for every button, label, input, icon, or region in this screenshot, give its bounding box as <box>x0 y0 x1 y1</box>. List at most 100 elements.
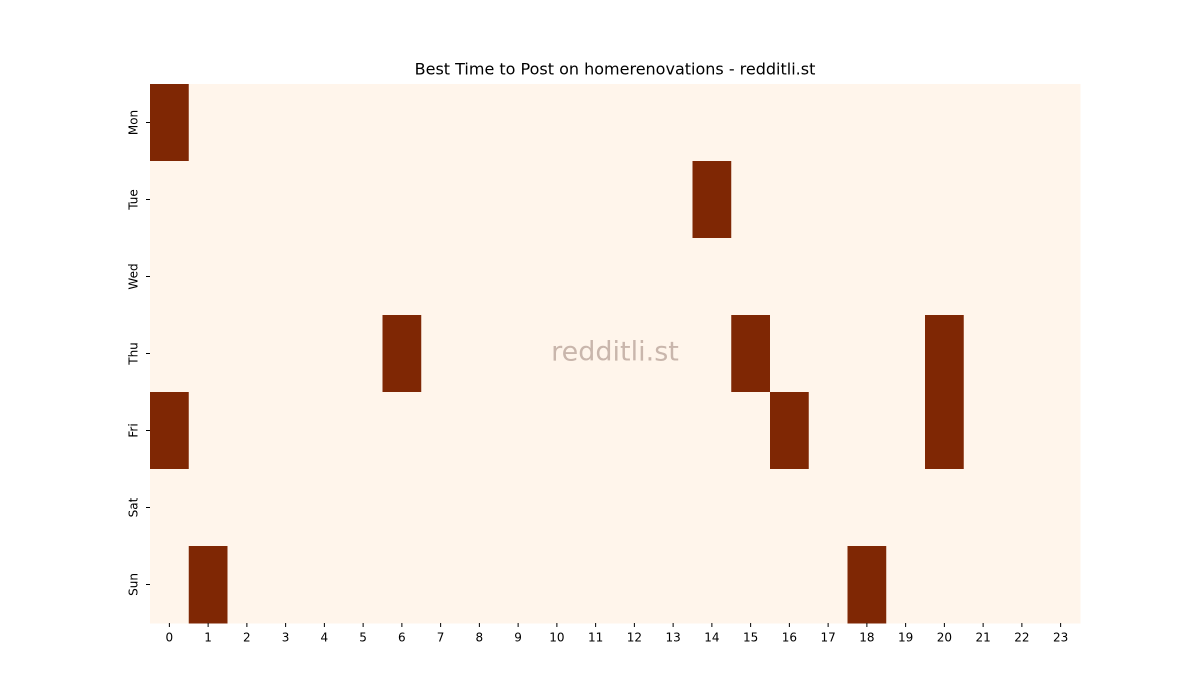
heatmap-cell <box>305 469 345 547</box>
x-tick-label: 1 <box>204 631 212 645</box>
heatmap-cell <box>460 546 500 624</box>
heatmap-cell <box>886 238 926 316</box>
heatmap-cell <box>343 161 383 239</box>
heatmap-cell <box>343 469 383 547</box>
heatmap-cell <box>1041 84 1081 162</box>
heatmap-cell <box>266 469 306 547</box>
heatmap-cell <box>847 315 887 393</box>
heatmap-cell <box>576 546 616 624</box>
heatmap-cell <box>808 546 848 624</box>
x-tick-label: 23 <box>1053 631 1068 645</box>
heatmap-cell <box>576 161 616 239</box>
x-tick-label: 20 <box>937 631 952 645</box>
x-tick-label: 4 <box>321 631 329 645</box>
x-tick-label: 11 <box>588 631 603 645</box>
x-tick-label: 8 <box>476 631 484 645</box>
heatmap-cell <box>653 315 693 393</box>
heatmap-cell <box>808 469 848 547</box>
heatmap-cell <box>1002 238 1042 316</box>
heatmap-cell <box>188 315 228 393</box>
heatmap-cell <box>576 84 616 162</box>
heatmap-cell <box>886 315 926 393</box>
heatmap-cell <box>498 84 538 162</box>
heatmap-cell <box>498 238 538 316</box>
heatmap-cell <box>188 238 228 316</box>
heatmap-cell <box>188 469 228 547</box>
heatmap-cell <box>227 315 267 393</box>
heatmap-cell <box>460 238 500 316</box>
heatmap-cell <box>886 84 926 162</box>
heatmap-cell <box>266 392 306 470</box>
heatmap-cell <box>963 238 1003 316</box>
y-tick-label: Thu <box>127 342 141 366</box>
heatmap-cell <box>692 161 732 239</box>
heatmap-cell <box>731 161 771 239</box>
heatmap-cell <box>615 392 655 470</box>
heatmap-cell <box>150 161 190 239</box>
heatmap-cell <box>537 84 577 162</box>
heatmap-cell <box>537 315 577 393</box>
heatmap-cell <box>808 315 848 393</box>
y-tick-label: Tue <box>127 189 141 211</box>
heatmap-cell <box>1002 161 1042 239</box>
heatmap-cell <box>537 238 577 316</box>
heatmap-cell <box>808 161 848 239</box>
heatmap-cell <box>537 546 577 624</box>
heatmap-cell <box>615 546 655 624</box>
heatmap-cell <box>886 546 926 624</box>
x-tick-label: 21 <box>975 631 990 645</box>
x-tick-label: 12 <box>627 631 642 645</box>
heatmap-cell <box>343 315 383 393</box>
chart-title: Best Time to Post on homerenovations - r… <box>415 60 816 79</box>
heatmap-cell <box>925 392 965 470</box>
heatmap-cell <box>653 84 693 162</box>
heatmap-cell <box>808 238 848 316</box>
heatmap-cell <box>498 161 538 239</box>
heatmap-cell <box>847 161 887 239</box>
heatmap-cell <box>1002 546 1042 624</box>
heatmap-cell <box>615 315 655 393</box>
heatmap-cell <box>847 84 887 162</box>
heatmap-cell <box>382 546 422 624</box>
x-tick-label: 15 <box>743 631 758 645</box>
heatmap-cell <box>343 392 383 470</box>
y-tick-label: Wed <box>127 263 141 289</box>
heatmap-cell <box>266 84 306 162</box>
y-tick-label: Sat <box>127 497 141 517</box>
heatmap-cell <box>421 161 461 239</box>
heatmap-cell <box>382 315 422 393</box>
heatmap-cell <box>770 161 810 239</box>
heatmap-cell <box>692 84 732 162</box>
heatmap-cell <box>150 546 190 624</box>
heatmap-cell <box>731 238 771 316</box>
heatmap-cell <box>227 238 267 316</box>
heatmap-cell <box>150 392 190 470</box>
heatmap-cell <box>731 84 771 162</box>
heatmap-cell <box>1041 161 1081 239</box>
heatmap-cell <box>343 84 383 162</box>
heatmap-cell <box>886 392 926 470</box>
heatmap-cell <box>266 161 306 239</box>
heatmap-cell <box>886 161 926 239</box>
heatmap-cell <box>925 546 965 624</box>
heatmap-cell <box>653 161 693 239</box>
heatmap-cell <box>731 469 771 547</box>
heatmap-cell <box>421 84 461 162</box>
x-tick-label: 13 <box>665 631 680 645</box>
heatmap-cell <box>692 238 732 316</box>
heatmap-cell <box>188 84 228 162</box>
heatmap-cell <box>305 546 345 624</box>
heatmap-cell <box>615 469 655 547</box>
x-tick-label: 9 <box>514 631 522 645</box>
heatmap-cell <box>770 546 810 624</box>
heatmap-cell <box>808 392 848 470</box>
heatmap-cell <box>576 315 616 393</box>
heatmap-cell <box>731 315 771 393</box>
x-tick-label: 7 <box>437 631 445 645</box>
heatmap-cell <box>925 469 965 547</box>
heatmap-cell <box>963 469 1003 547</box>
heatmap-cell <box>615 84 655 162</box>
heatmap-cell <box>188 392 228 470</box>
